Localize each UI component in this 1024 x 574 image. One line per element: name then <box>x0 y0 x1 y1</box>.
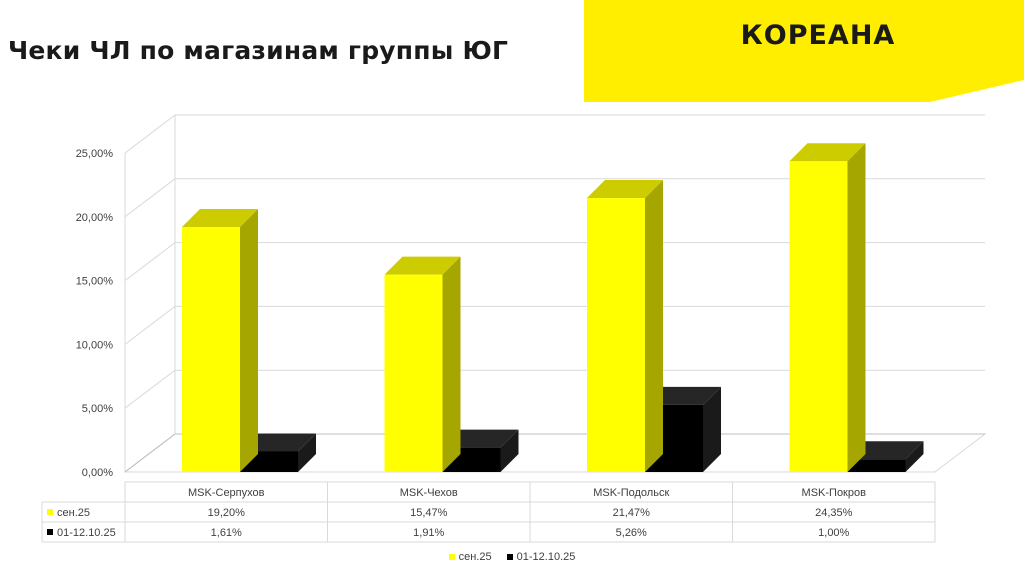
table-row-swatch <box>47 529 53 535</box>
legend-item-series-1: сен.25 <box>448 551 492 563</box>
bar-series-1-front <box>384 274 443 472</box>
bar-series-1 <box>182 209 258 472</box>
data-table-value: 24,35% <box>815 507 853 519</box>
legend-swatch-series-2 <box>506 554 513 560</box>
bar-series-1-top <box>587 180 663 199</box>
data-table-value: 19,20% <box>208 507 246 519</box>
data-table: MSK-Серпухов 19,20% 1,61% MSK-Чехов 15,47% 1,… <box>41 481 936 543</box>
legend-swatch-series-1 <box>448 554 455 560</box>
bar-series-2-top <box>847 441 924 460</box>
bar-series-2-top <box>240 433 316 452</box>
bar-series-1-front <box>587 198 645 473</box>
bar-series-2-top <box>442 429 519 448</box>
bar-series-1-side <box>240 209 258 472</box>
bar-series-2-side <box>703 386 721 472</box>
legend-item-series-2: 01-12.10.25 <box>506 551 576 563</box>
bar-series-2 <box>442 429 519 472</box>
data-table-value: 21,47% <box>613 507 651 519</box>
bar-series-1-side <box>442 256 461 472</box>
y-tick-label: 15,00% <box>76 276 114 288</box>
table-row-header: сен.25 <box>57 507 90 519</box>
bar-series-1-side <box>847 143 866 472</box>
x-category-label: MSK-Чехов <box>400 487 458 499</box>
data-table-value: 5,26% <box>616 527 647 539</box>
bar-series-1-top <box>789 143 866 162</box>
bar-series-2-side <box>905 441 924 472</box>
chart-bars <box>182 143 924 473</box>
legend: сен.25 01-12.10.25 <box>0 551 1024 563</box>
legend-label-series-2: 01-12.10.25 <box>516 551 576 563</box>
chart-walls: 0,00% 5,00% 10,00% 15,00% 20,00% 25,00% <box>76 114 987 479</box>
bar-series-1 <box>384 256 461 472</box>
x-category-label: MSK-Серпухов <box>188 487 265 499</box>
bar-series-1-top <box>384 256 461 275</box>
page-title: Чеки ЧЛ по магазинам группы ЮГ <box>8 36 509 65</box>
table-row-header: 01-12.10.25 <box>57 527 116 539</box>
y-tick-label: 5,00% <box>82 403 113 415</box>
bar-series-1 <box>789 143 866 472</box>
data-table-value: 1,61% <box>211 527 242 539</box>
table-row-swatch <box>47 509 53 515</box>
bar-series-2-side <box>298 433 316 472</box>
data-table-value: 1,00% <box>818 527 849 539</box>
bar-series-2 <box>847 441 924 472</box>
y-tick-label: 20,00% <box>76 212 114 224</box>
y-tick-label: 10,00% <box>76 339 114 351</box>
y-tick-label: 0,00% <box>82 467 113 479</box>
bar-series-1-top <box>182 209 258 228</box>
data-table-value: 15,47% <box>410 507 448 519</box>
x-category-label: MSK-Покров <box>802 487 867 499</box>
bar-series-2-front <box>847 459 906 472</box>
bar-series-2-side <box>500 429 519 472</box>
bar-series-1 <box>587 180 663 473</box>
bar-series-1-front <box>789 161 848 472</box>
legend-label-series-1: сен.25 <box>458 551 492 563</box>
bar-series-1-side <box>645 180 663 473</box>
x-category-label: MSK-Подольск <box>593 487 669 499</box>
y-tick-label: 25,00% <box>76 148 114 160</box>
bar-series-1-front <box>182 227 240 472</box>
bar-series-2-top <box>645 386 721 405</box>
data-table-value: 1,91% <box>413 527 444 539</box>
